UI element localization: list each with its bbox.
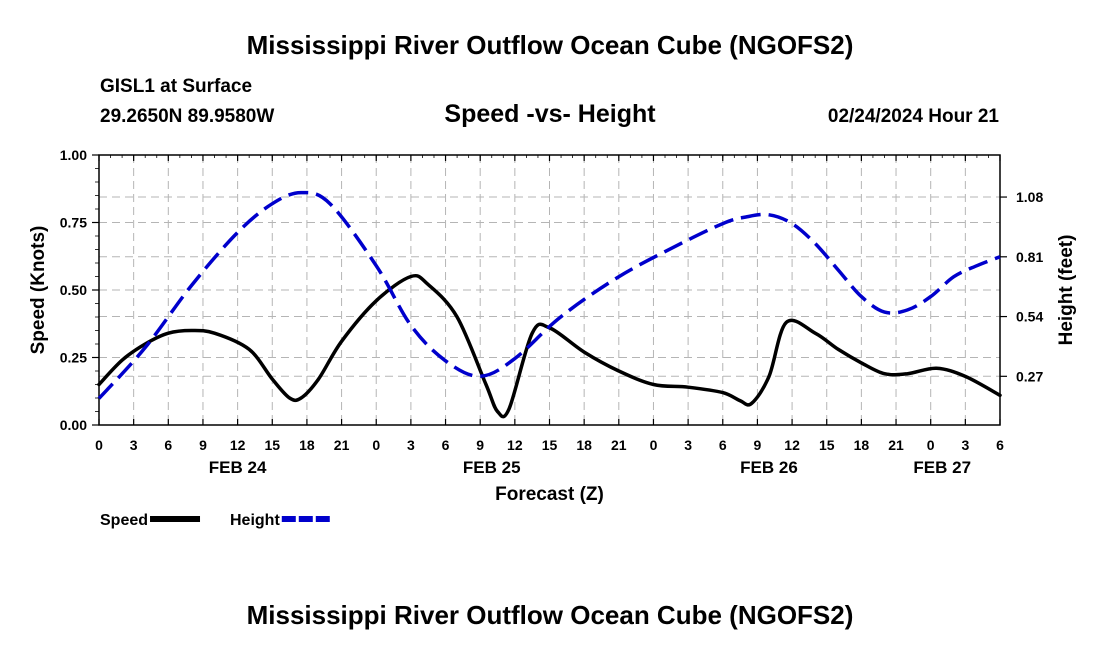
x-tick-label: 18 bbox=[576, 437, 592, 453]
x-tick-label: 15 bbox=[264, 437, 280, 453]
x-tick-label: 0 bbox=[650, 437, 658, 453]
y2-axis-title: Height (feet) bbox=[1056, 235, 1077, 346]
x-axis-title: Forecast (Z) bbox=[495, 484, 604, 505]
legend-label-height: Height bbox=[230, 512, 280, 529]
x-tick-label: 9 bbox=[476, 437, 484, 453]
x-tick-label: 6 bbox=[442, 437, 450, 453]
day-label: FEB 27 bbox=[913, 458, 971, 477]
series-line-height bbox=[97, 190, 1001, 400]
y2-tick-label: 0.54 bbox=[1016, 309, 1043, 325]
x-tick-label: 12 bbox=[784, 437, 800, 453]
day-label: FEB 25 bbox=[463, 458, 521, 477]
x-tick-label: 18 bbox=[854, 437, 870, 453]
x-tick-label: 21 bbox=[611, 437, 627, 453]
legend: Speed Height bbox=[100, 512, 332, 529]
day-label: FEB 26 bbox=[740, 458, 798, 477]
x-tick-label: 0 bbox=[95, 437, 103, 453]
chart-title-repeat: Mississippi River Outflow Ocean Cube (NG… bbox=[246, 600, 854, 630]
x-tick-label: 21 bbox=[888, 437, 904, 453]
series-lines bbox=[97, 190, 1002, 419]
x-tick-label: 21 bbox=[334, 437, 350, 453]
axis-labels: 0 3 6 9 12 15 18 21 0 3 6 9 12 15 18 21 0 3 6 9 12 15 18 21 0 3 6 0… bbox=[28, 147, 1077, 505]
x-tick-label: 6 bbox=[164, 437, 172, 453]
y-axis-title: Speed (Knots) bbox=[28, 226, 49, 355]
y2-tick-label: 0.27 bbox=[1016, 368, 1043, 384]
y-tick-label: 1.00 bbox=[60, 147, 87, 163]
x-tick-label: 15 bbox=[819, 437, 835, 453]
x-tick-label: 3 bbox=[684, 437, 692, 453]
x-tick-label: 6 bbox=[719, 437, 727, 453]
x-tick-label: 0 bbox=[927, 437, 935, 453]
x-tick-label: 3 bbox=[407, 437, 415, 453]
station-coordinates: 29.2650N 89.9580W bbox=[100, 106, 275, 127]
y-tick-label: 0.50 bbox=[60, 282, 87, 298]
x-tick-label: 15 bbox=[542, 437, 558, 453]
x-tick-label: 6 bbox=[996, 437, 1004, 453]
y-tick-label: 0.75 bbox=[60, 215, 87, 231]
y-tick-label: 0.25 bbox=[60, 350, 87, 366]
series-line-speed bbox=[97, 273, 1002, 419]
y-tick-label: 0.00 bbox=[60, 417, 87, 433]
x-tick-label: 3 bbox=[961, 437, 969, 453]
x-tick-label: 3 bbox=[130, 437, 138, 453]
legend-label-speed: Speed bbox=[100, 512, 148, 529]
y2-tick-label: 0.81 bbox=[1016, 249, 1043, 265]
forecast-date: 02/24/2024 Hour 21 bbox=[827, 106, 999, 127]
x-tick-label: 0 bbox=[372, 437, 380, 453]
station-label: GISL1 at Surface bbox=[100, 76, 253, 97]
chart-title: Mississippi River Outflow Ocean Cube (NG… bbox=[246, 30, 854, 60]
axis-ticks bbox=[92, 154, 1007, 426]
x-tick-label: 12 bbox=[230, 437, 246, 453]
chart-grid bbox=[99, 155, 1000, 425]
x-tick-label: 9 bbox=[199, 437, 207, 453]
y2-tick-label: 1.08 bbox=[1016, 189, 1043, 205]
x-tick-label: 18 bbox=[299, 437, 315, 453]
x-tick-label: 12 bbox=[507, 437, 523, 453]
day-label: FEB 24 bbox=[209, 458, 267, 477]
chart-subtitle: Speed -vs- Height bbox=[444, 100, 656, 128]
x-tick-label: 9 bbox=[754, 437, 762, 453]
